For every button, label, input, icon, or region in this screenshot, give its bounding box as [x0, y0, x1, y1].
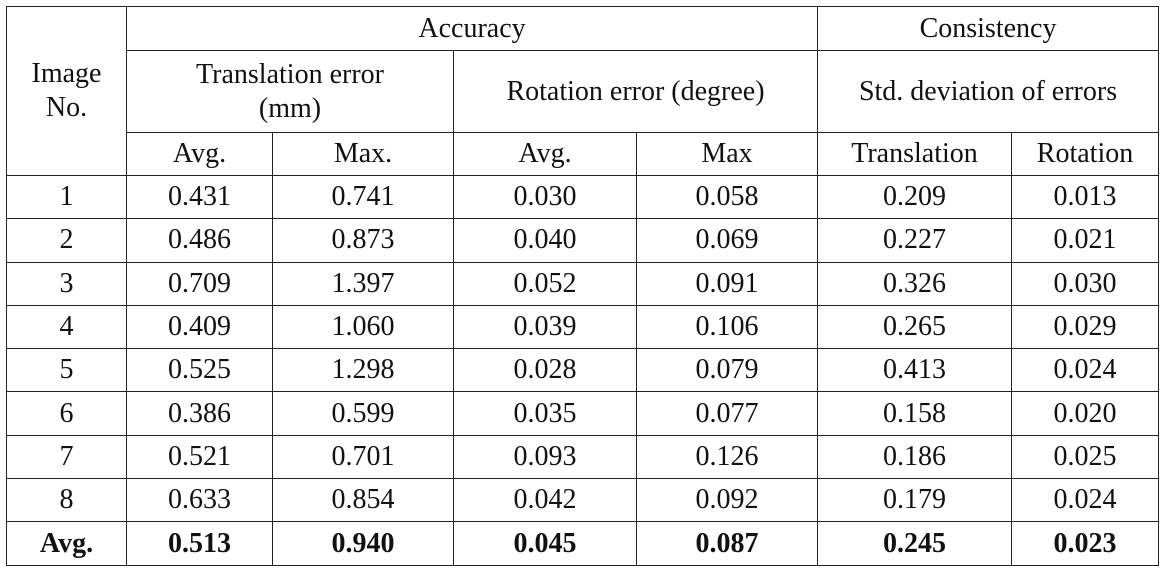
column-header: Max.	[272, 132, 454, 176]
data-row: 7 0.521 0.701 0.093 0.126 0.186 0.025	[6, 434, 1160, 480]
cell: 0.486	[126, 218, 273, 263]
cell: 3	[6, 261, 127, 306]
cell: 8	[6, 478, 127, 523]
column-header: Avg.	[453, 132, 637, 176]
table-body: Image No. Accuracy Consistency Translati…	[6, 6, 1160, 566]
cell: 0.042	[453, 478, 637, 523]
cell: 0.087	[635, 521, 819, 566]
average-row: Avg. 0.513 0.940 0.045 0.087 0.245 0.023	[6, 521, 1160, 566]
cell: 0.741	[272, 174, 454, 220]
data-row: 3 0.709 1.397 0.052 0.091 0.326 0.030	[6, 261, 1160, 306]
cell: 1	[6, 174, 127, 220]
cell: 0.045	[453, 521, 637, 566]
cell: 0.633	[126, 478, 273, 523]
cell: 0.029	[1011, 304, 1160, 350]
cell: 0.052	[453, 261, 637, 306]
column-header: Translation	[817, 132, 1013, 176]
data-row: 2 0.486 0.873 0.040 0.069 0.227 0.021	[6, 218, 1160, 263]
cell: 1.298	[272, 348, 454, 393]
cell: 7	[6, 434, 127, 480]
cell: 4	[6, 304, 127, 350]
data-row: 4 0.409 1.060 0.039 0.106 0.265 0.029	[6, 304, 1160, 350]
cell: 0.013	[1011, 174, 1160, 220]
cell: 0.025	[1011, 434, 1160, 480]
cell: 0.513	[126, 521, 273, 566]
cell: 0.413	[817, 348, 1013, 393]
cell: 0.409	[126, 304, 273, 350]
cell: 0.525	[126, 348, 273, 393]
cell: 0.431	[126, 174, 273, 220]
header-row: Avg. Max. Avg. Max Translation Rotation	[7, 132, 1160, 176]
data-row: 8 0.633 0.854 0.042 0.092 0.179 0.024	[6, 478, 1160, 523]
cell: 0.077	[635, 391, 819, 436]
subgroup-header: Std. deviation of errors	[817, 50, 1160, 133]
cell: 0.709	[126, 261, 273, 306]
cell: 0.028	[453, 348, 637, 393]
cell: 0.021	[1011, 218, 1160, 263]
cell: 0.873	[272, 218, 454, 263]
cell: 2	[6, 218, 127, 263]
cell: Avg.	[6, 521, 127, 566]
cell: 0.386	[126, 391, 273, 436]
cell: 0.093	[453, 434, 637, 480]
cell: 0.326	[817, 261, 1013, 306]
cell: 0.265	[817, 304, 1013, 350]
cell: 0.599	[272, 391, 454, 436]
cell: 0.079	[635, 348, 819, 393]
cell: 0.701	[272, 434, 454, 480]
group-header: Consistency	[817, 6, 1160, 51]
cell: 0.209	[817, 174, 1013, 220]
cell: 0.024	[1011, 478, 1160, 523]
cell: 0.069	[635, 218, 819, 263]
cell: 1.397	[272, 261, 454, 306]
column-header: Max	[635, 132, 819, 176]
cell: 0.030	[1011, 261, 1160, 306]
cell: 0.158	[817, 391, 1013, 436]
cell: 0.058	[635, 174, 819, 220]
cell: 0.091	[635, 261, 819, 306]
cell: 0.039	[453, 304, 637, 350]
subgroup-header: Translation error (mm)	[126, 50, 454, 133]
cell: 0.024	[1011, 348, 1160, 393]
cell: 5	[6, 348, 127, 393]
cell: 6	[6, 391, 127, 436]
cell: 0.227	[817, 218, 1013, 263]
subgroup-header: Rotation error (degree)	[452, 50, 819, 133]
cell: 0.126	[635, 434, 819, 480]
corner-header: Image No.	[6, 6, 127, 176]
cell: 0.186	[817, 434, 1013, 480]
data-row: 1 0.431 0.741 0.030 0.058 0.209 0.013	[6, 174, 1160, 220]
cell: 0.521	[126, 434, 273, 480]
cell: 0.030	[453, 174, 637, 220]
cell: 0.023	[1011, 521, 1160, 566]
cell: 0.040	[453, 218, 637, 263]
cell: 0.940	[272, 521, 454, 566]
cell: 0.035	[453, 391, 637, 436]
cell: 0.179	[817, 478, 1013, 523]
column-header: Rotation	[1011, 132, 1160, 176]
data-row: 6 0.386 0.599 0.035 0.077 0.158 0.020	[6, 391, 1160, 436]
results-table: Image No. Accuracy Consistency Translati…	[6, 6, 1160, 566]
group-header: Accuracy	[125, 6, 819, 51]
cell: 0.106	[635, 304, 819, 350]
data-row: 5 0.525 1.298 0.028 0.079 0.413 0.024	[6, 348, 1160, 393]
column-header: Avg.	[126, 132, 273, 176]
cell: 0.092	[635, 478, 819, 523]
header-row: Translation error (mm) Rotation error (d…	[7, 50, 1160, 133]
header-row: Image No. Accuracy Consistency	[6, 6, 1160, 176]
cell: 0.245	[817, 521, 1013, 566]
cell: 0.020	[1011, 391, 1160, 436]
cell: 0.854	[272, 478, 454, 523]
cell: 1.060	[272, 304, 454, 350]
